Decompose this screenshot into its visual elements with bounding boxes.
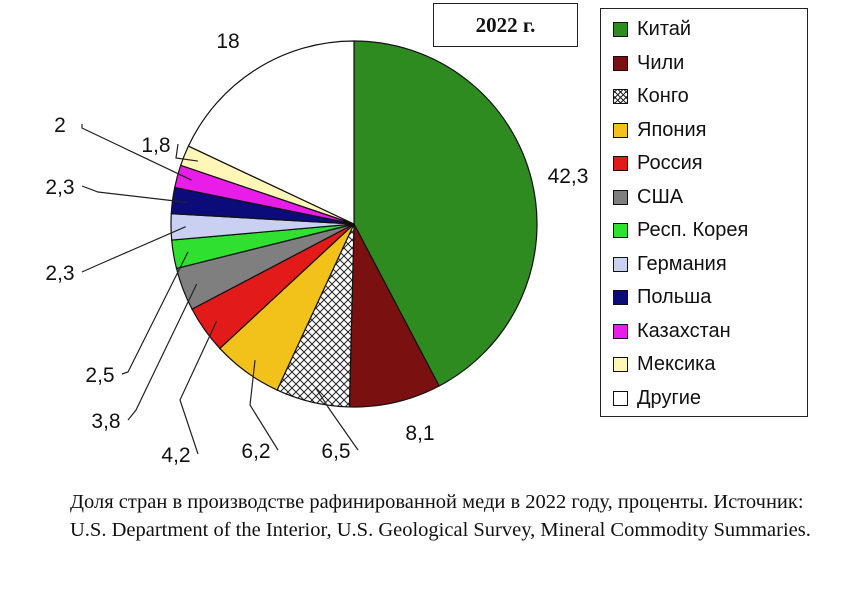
chart-title: 2022 г. [433, 3, 578, 47]
legend-item: Чили [613, 47, 807, 81]
data-label-11: 18 [216, 30, 239, 53]
legend-label: Другие [637, 386, 702, 409]
leader-line-10 [175, 143, 198, 162]
leader-line-6 [121, 251, 189, 375]
legend-swatch [613, 223, 628, 239]
legend-swatch [613, 122, 628, 138]
legend-swatch [613, 22, 628, 38]
slice-0 [353, 40, 538, 387]
legend-item: Другие [613, 382, 807, 416]
legend-item: Япония [613, 114, 807, 148]
legend-item: Польша [613, 281, 807, 315]
data-label-3: 6,2 [241, 440, 270, 463]
legend-swatch [613, 89, 628, 105]
legend-label: Россия [637, 152, 703, 175]
leader-line-7 [81, 226, 186, 273]
leader-line-2 [315, 387, 359, 451]
legend-swatch [613, 256, 628, 272]
leader-line-4 [179, 320, 218, 455]
leader-line-9 [81, 124, 192, 181]
legend-item: Казахстан [613, 315, 807, 349]
data-label-6: 2,5 [85, 364, 114, 387]
legend-swatch [613, 189, 628, 205]
legend-label: Конго [637, 85, 689, 108]
leader-line-3 [249, 360, 279, 451]
legend-item: Германия [613, 248, 807, 282]
legend-item: Конго [613, 80, 807, 114]
data-label-4: 4,2 [161, 444, 190, 467]
legend-item: Мексика [613, 348, 807, 382]
legend-label: Чили [637, 51, 685, 74]
data-label-8: 2,3 [45, 176, 74, 199]
legend-label: Казахстан [637, 319, 731, 342]
leader-line-5 [127, 283, 198, 421]
legend-swatch [613, 390, 628, 406]
legend-label: Польша [637, 286, 712, 309]
legend-label: Мексика [637, 353, 716, 376]
data-label-2: 6,5 [321, 440, 350, 463]
legend-label: Респ. Корея [637, 219, 749, 242]
legend-item: США [613, 181, 807, 215]
data-label-10: 1,8 [141, 134, 170, 157]
legend: Китай Чили Конго Япония Россия США Респ. Корея… [600, 8, 808, 417]
legend-label: Япония [637, 118, 707, 141]
data-label-0: 42,3 [548, 165, 589, 188]
legend-label: США [637, 185, 684, 208]
slice-1 [348, 221, 440, 408]
data-label-9: 2 [54, 114, 66, 137]
legend-swatch [613, 290, 628, 306]
legend-item: Россия [613, 147, 807, 181]
legend-swatch [613, 357, 628, 373]
data-label-5: 3,8 [91, 410, 120, 433]
legend-item: Китай [613, 13, 807, 47]
caption: Доля стран в производстве рафинированной… [70, 491, 811, 541]
legend-swatch [613, 156, 628, 172]
leader-line-8 [81, 185, 188, 203]
data-label-7: 2,3 [45, 262, 74, 285]
legend-label: Китай [637, 18, 692, 41]
legend-item: Респ. Корея [613, 214, 807, 248]
data-label-1: 8,1 [405, 422, 434, 445]
legend-swatch [613, 323, 628, 339]
legend-swatch [613, 55, 628, 71]
slice-11 [187, 40, 355, 225]
legend-label: Германия [637, 252, 727, 275]
